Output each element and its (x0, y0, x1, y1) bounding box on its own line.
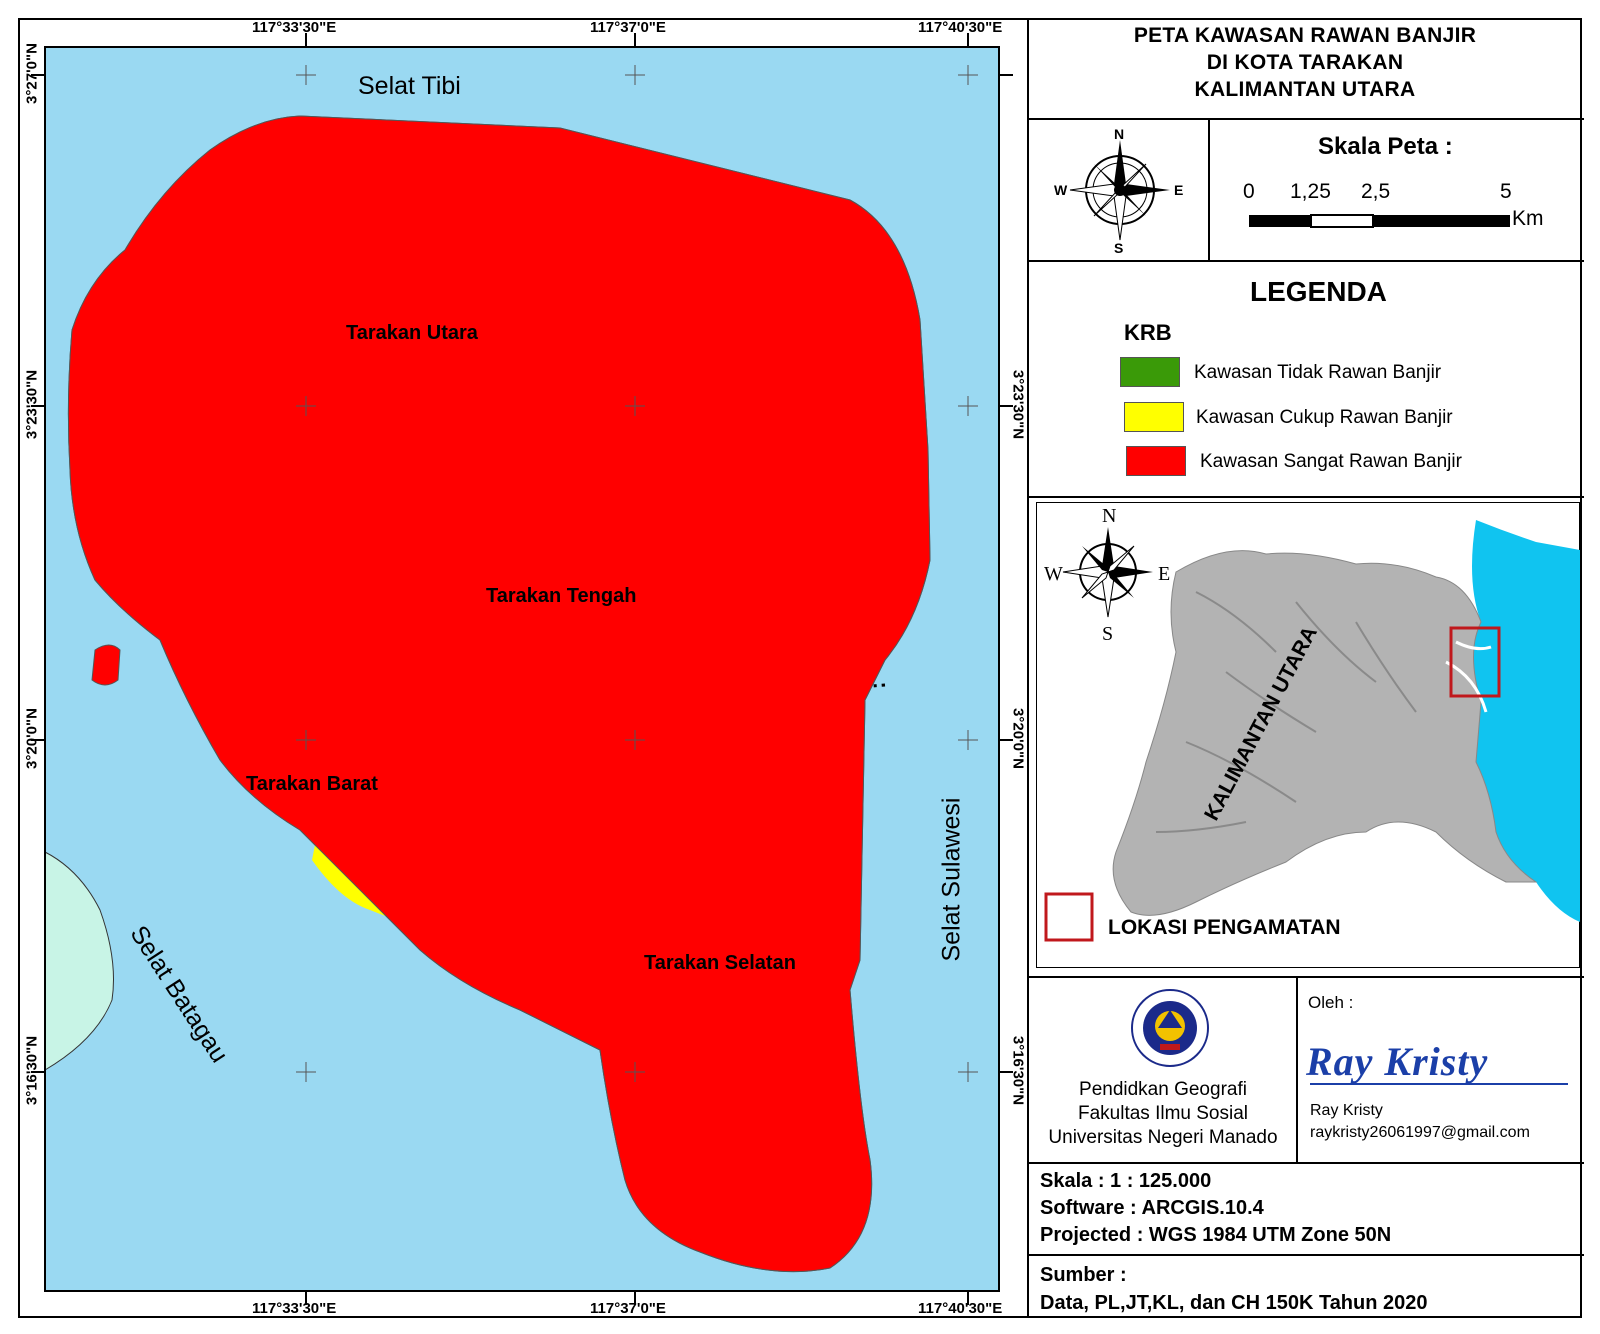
coord-left-4: 3°16'30"N (23, 1035, 41, 1106)
info-projected: Projected : WGS 1984 UTM Zone 50N (1040, 1224, 1392, 1246)
compass-s: S (1114, 240, 1123, 256)
institution-line-1: Pendidkan Geografi (1079, 1079, 1247, 1100)
district-label-selatan: Tarakan Selatan (644, 952, 796, 974)
coord-bottom-3: 117°40'30"E (918, 1300, 1003, 1317)
coord-left-1: 3°27'0"N (23, 43, 41, 104)
inset-section (1028, 496, 1584, 976)
info-software: Software : ARCGIS.10.4 (1040, 1197, 1264, 1219)
coord-left-2: 3°23'30"N (23, 369, 41, 440)
institution-text: Pendidkan Geografi Fakultas Ilmu Sosial … (1030, 1078, 1296, 1150)
institution-line-2: Fakultas Ilmu Sosial (1077, 1103, 1248, 1124)
coord-right-2: 3°20'0"N (1009, 708, 1027, 769)
frame-ticks (31, 33, 1013, 1305)
author-name: Ray Kristy (1310, 1102, 1383, 1119)
sea-label-east: Selat Sulawesi (937, 797, 966, 962)
district-label-barat: Tarakan Barat (246, 773, 378, 795)
compass-n: N (1114, 126, 1124, 142)
compass-divider (1208, 118, 1210, 260)
inset-location-box (1449, 626, 1501, 698)
panel-divider (1027, 18, 1029, 1318)
author-signature: Ray Kristy (1306, 1039, 1489, 1084)
legend-section (1028, 260, 1584, 496)
institution-line-3: Universitas Negeri Manado (1048, 1127, 1278, 1148)
coord-left-3: 3°20'0"N (23, 708, 41, 769)
sea-label-north: Selat Tibi (358, 72, 461, 100)
inset-compass-icon (1062, 527, 1153, 618)
compass-e: E (1174, 182, 1183, 198)
coord-right-3: 3°16'30"N (1009, 1035, 1027, 1106)
district-label-tengah: Tarakan Tengah (486, 585, 637, 607)
inset-compass-e: E (1158, 563, 1170, 585)
coord-top-3: 117°40'30"E (918, 19, 1003, 36)
compass-w: W (1054, 182, 1068, 198)
scale-compass-section (1028, 118, 1584, 260)
coord-top-1: 117°33'30"E (252, 19, 337, 36)
inset-legend-box (1044, 892, 1094, 942)
scale-tick-1: 1,25 (1290, 180, 1331, 203)
inset-location-label: LOKASI PENGAMATAN (1108, 916, 1341, 939)
legend-label-tidak-rawan: Kawasan Tidak Rawan Banjir (1194, 362, 1442, 383)
title-line-3: KALIMANTAN UTARA (1194, 78, 1416, 101)
source-section (1028, 1254, 1584, 1318)
outer-frame (18, 18, 1582, 1318)
legend-swatch-cukup-rawan (1124, 402, 1184, 432)
scale-tick-0: 0 (1243, 180, 1255, 203)
source-label: Sumber : (1040, 1264, 1127, 1286)
title-line-1: PETA KAWASAN RAWAN BANJIR (1133, 24, 1477, 47)
title-line-2: DI KOTA TARAKAN (1206, 51, 1404, 74)
legend-swatch-tidak-rawan (1120, 357, 1180, 387)
source-text: Data, PL,JT,KL, dan CH 150K Tahun 2020 (1040, 1292, 1428, 1314)
author-by-label: Oleh : (1308, 993, 1354, 1012)
legend-label-cukup-rawan: Kawasan Cukup Rawan Banjir (1196, 407, 1453, 428)
coord-right-1: 3°23'30"N (1009, 369, 1027, 440)
university-seal-logo (1131, 989, 1209, 1067)
signature-underline (1310, 1083, 1568, 1085)
west-landmass (44, 851, 114, 1071)
inset-map: N S W E KALIMANTAN UTARA LOKASI PENGAMAT… (1036, 502, 1580, 968)
main-map (31, 33, 1013, 1305)
inset-compass-n: N (1102, 505, 1116, 527)
legend-heading: LEGENDA (1250, 276, 1387, 307)
inset-compass-s: S (1102, 623, 1113, 645)
legend-label-sangat-rawan: Kawasan Sangat Rawan Banjir (1200, 451, 1462, 472)
author-email: raykristy26061997@gmail.com (1310, 1124, 1530, 1141)
map-border (44, 46, 1000, 1292)
info-skala: Skala : 1 : 125.000 (1040, 1170, 1212, 1192)
credits-section (1028, 976, 1584, 1162)
district-label-utara: Tarakan Utara (346, 322, 478, 344)
islet (91, 644, 121, 686)
legend-group: KRB (1124, 320, 1172, 345)
coord-top-2: 117°37'0"E (590, 19, 666, 36)
map-title: PETA KAWASAN RAWAN BANJIR DI KOTA TARAKA… (1028, 18, 1582, 118)
scale-tick-3: 5 (1500, 180, 1512, 203)
inset-compass-w: W (1044, 563, 1063, 585)
coord-bottom-2: 117°37'0"E (590, 1300, 666, 1317)
scale-unit: Km (1512, 207, 1544, 230)
graticule (296, 65, 978, 1082)
map-info-section (1028, 1162, 1584, 1254)
scale-title: Skala Peta : (1318, 133, 1453, 160)
scale-tick-2: 2,5 (1361, 180, 1391, 203)
compass-rose-icon: N S W E (1054, 126, 1183, 256)
legend-swatch-sangat-rawan (1126, 446, 1186, 476)
credits-divider (1296, 976, 1298, 1162)
scale-bar (1249, 214, 1510, 228)
coord-bottom-1: 117°33'30"E (252, 1300, 337, 1317)
